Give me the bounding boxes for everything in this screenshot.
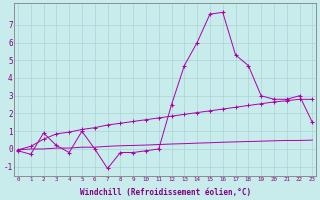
X-axis label: Windchill (Refroidissement éolien,°C): Windchill (Refroidissement éolien,°C) bbox=[80, 188, 251, 197]
